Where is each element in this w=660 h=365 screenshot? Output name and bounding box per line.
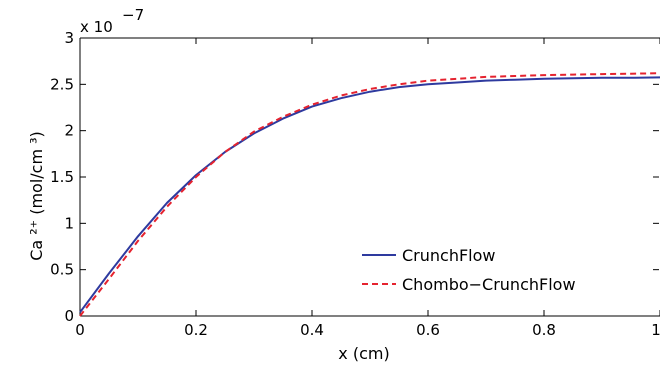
series-layer [79, 72, 660, 317]
y-tick-label: 3 [64, 29, 74, 47]
x-axis-label: x (cm) [338, 344, 389, 363]
y-tick-label: 0.5 [50, 261, 74, 279]
y-tick-label: 1 [64, 214, 74, 232]
ticks: 0 0.2 0.4 0.6 0.8 1 0 0.5 1 1.5 2 2.5 3 [50, 29, 660, 339]
x-tick-label: 0.8 [532, 321, 556, 339]
legend-label-crunchflow: CrunchFlow [402, 246, 496, 265]
y-tick-label: 0 [64, 307, 74, 325]
y-tick-label: 2.5 [50, 75, 74, 93]
legend: CrunchFlow Chombo−CrunchFlow [362, 246, 576, 294]
legend-label-chombo-crunchflow: Chombo−CrunchFlow [402, 275, 576, 294]
x-tick-label: 0.4 [300, 321, 324, 339]
y-multiplier-label: x 10 [80, 18, 113, 36]
series-line-crunchflow [79, 76, 660, 313]
x-tick-label: 1 [651, 321, 660, 339]
x-tick-label: 0.6 [416, 321, 440, 339]
y-tick-label: 2 [64, 122, 74, 140]
x-tick-label: 0.2 [184, 321, 208, 339]
series-line-chombo-crunchflow [79, 72, 660, 317]
x-tick-label: 0 [75, 321, 85, 339]
y-tick-label: 1.5 [50, 168, 74, 186]
y-exponent-label: −7 [122, 6, 144, 24]
y-axis-label: Ca ²⁺ (mol/cm ³) [27, 131, 46, 261]
